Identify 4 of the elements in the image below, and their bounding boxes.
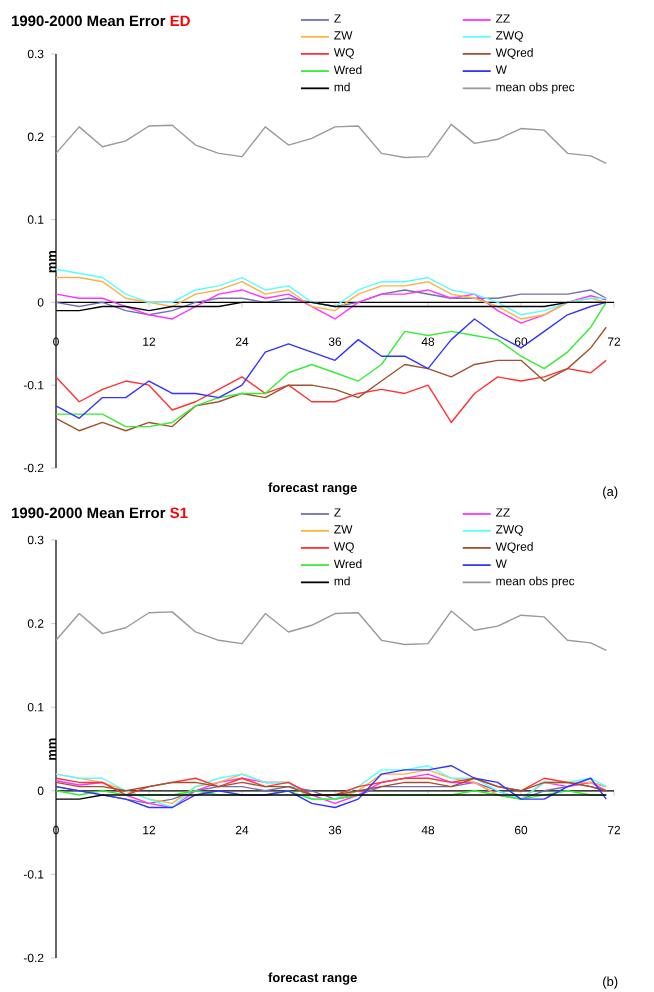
- line-series: [55, 610, 607, 652]
- line-series: [55, 123, 607, 164]
- line-series: [55, 326, 607, 432]
- line-series: [55, 359, 607, 424]
